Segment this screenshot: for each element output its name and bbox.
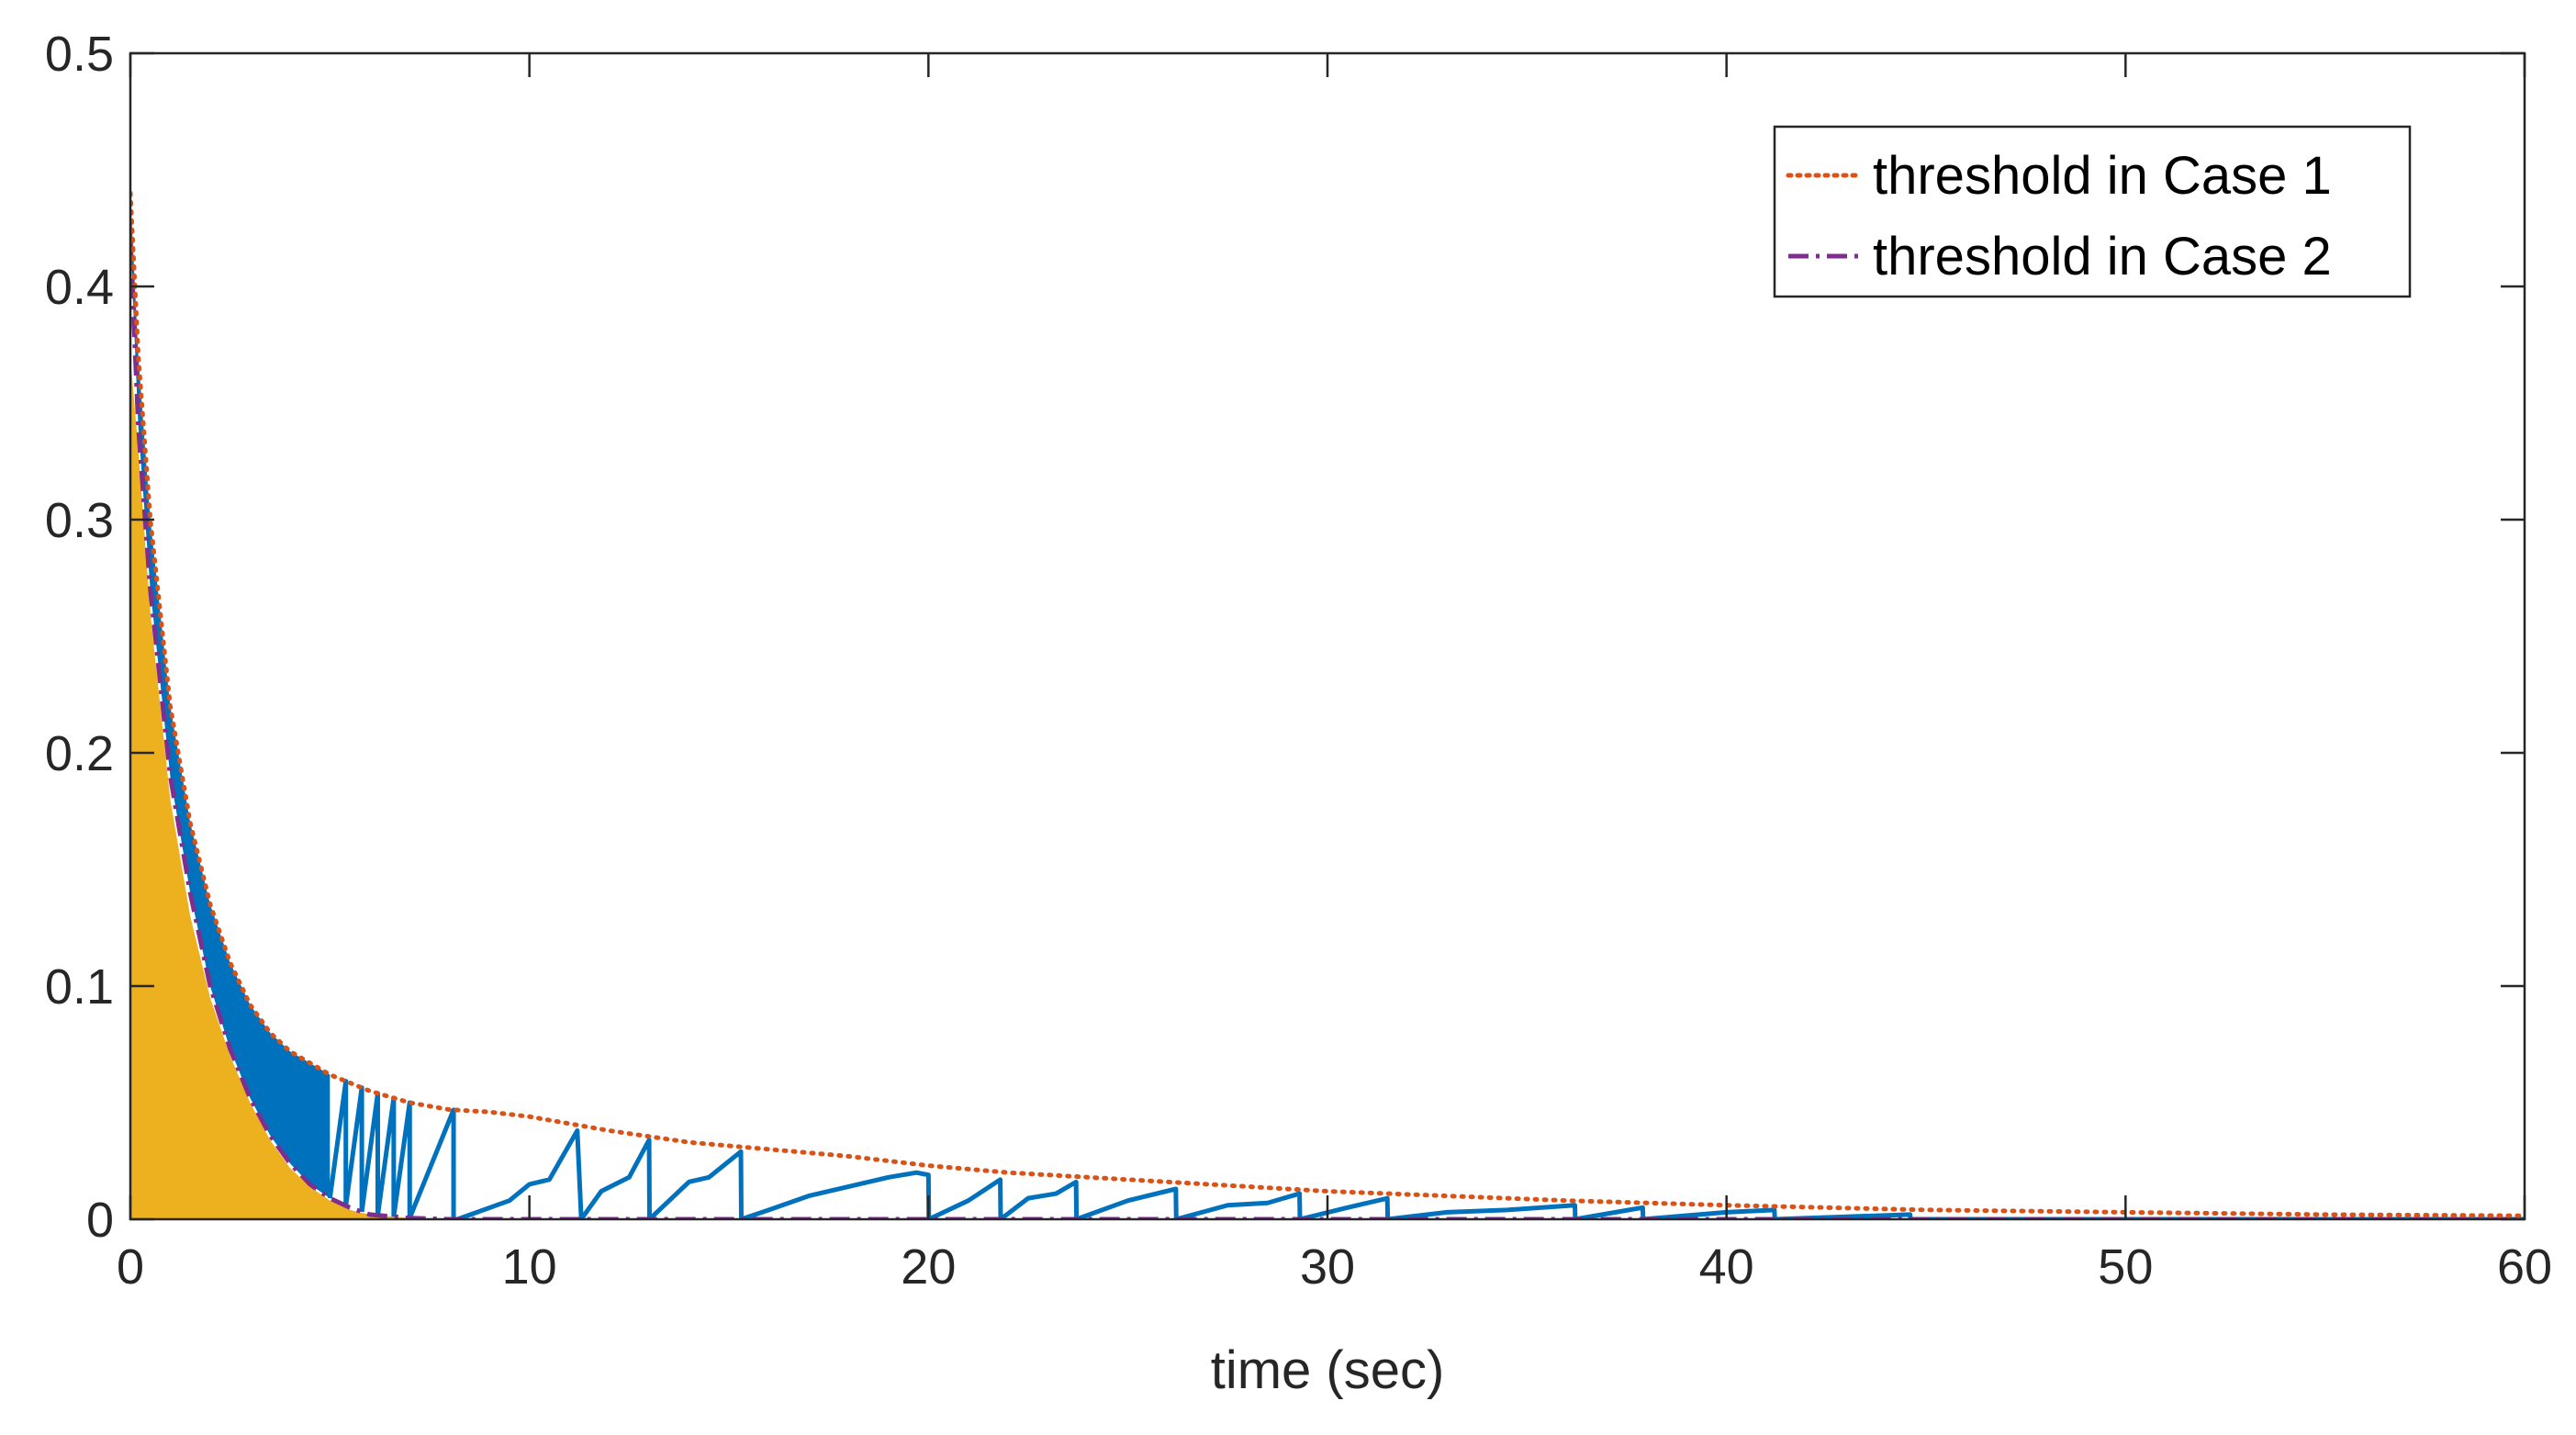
y-tick-label: 0.4	[45, 260, 114, 315]
x-tick-label: 60	[2497, 1239, 2552, 1295]
x-axis-title: time (sec)	[1211, 1340, 1445, 1400]
legend-label-case2: threshold in Case 2	[1873, 227, 2332, 286]
y-tick-labels: 0 0.1 0.2 0.3 0.4 0.5	[45, 27, 114, 1248]
x-tick-label: 40	[1699, 1239, 1754, 1295]
signal-line	[456, 1127, 2525, 1219]
y-tick-label: 0	[86, 1193, 114, 1248]
legend: threshold in Case 1 threshold in Case 2	[1773, 125, 2412, 298]
x-tick-label: 10	[502, 1239, 557, 1295]
y-tick-label: 0.3	[45, 493, 114, 548]
legend-box	[1773, 125, 2412, 298]
y-tick-label: 0.5	[45, 27, 114, 82]
x-tick-label: 0	[117, 1239, 144, 1295]
y-tick-label: 0.2	[45, 726, 114, 781]
axes-box	[129, 51, 2526, 1221]
y-tick-label: 0.1	[45, 959, 114, 1015]
x-tick-label: 50	[2098, 1239, 2153, 1295]
dense-signal-fill	[130, 193, 330, 1199]
x-tick-label: 20	[901, 1239, 956, 1295]
threshold-case1-line	[130, 190, 2525, 1218]
x-tick-labels: 0 10 20 30 40 50 60	[117, 1239, 2552, 1295]
signal-tooth	[327, 1079, 349, 1206]
legend-label-case1: threshold in Case 1	[1873, 146, 2332, 206]
signal-tooth	[407, 1107, 456, 1219]
x-tick-label: 30	[1300, 1239, 1355, 1295]
filled-region	[130, 356, 450, 1219]
